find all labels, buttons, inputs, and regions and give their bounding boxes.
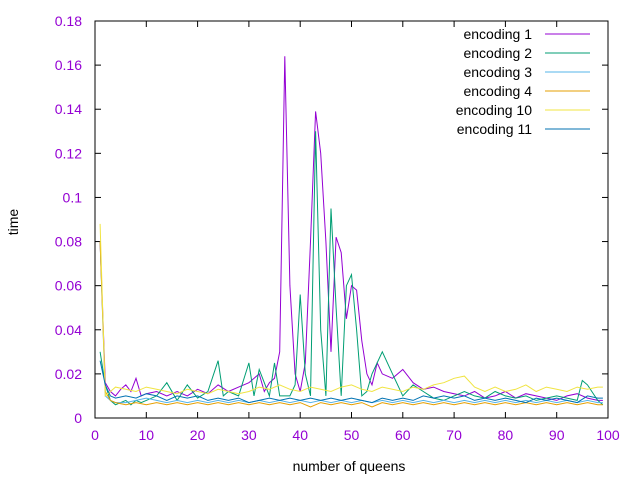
series-line-encoding-1 — [99, 56, 603, 401]
x-tick-label: 20 — [190, 427, 206, 443]
legend-entry-label: encoding 2 — [463, 45, 532, 61]
y-tick-label: 0 — [74, 410, 82, 426]
legend-entry-label: encoding 1 — [463, 26, 532, 42]
x-tick-label: 30 — [241, 427, 257, 443]
y-tick-label: 0.02 — [55, 366, 82, 382]
x-tick-label: 100 — [596, 427, 620, 443]
y-tick-label: 0.04 — [55, 322, 82, 338]
series-line-encoding-10 — [99, 223, 603, 397]
y-tick-label: 0.16 — [55, 57, 82, 73]
series-line-encoding-4 — [99, 241, 603, 408]
series-line-encoding-3 — [99, 241, 603, 404]
x-tick-label: 70 — [446, 427, 462, 443]
x-tick-label: 40 — [292, 427, 308, 443]
x-tick-label: 80 — [498, 427, 514, 443]
legend-entry-label: encoding 3 — [463, 64, 532, 80]
legend-entry-label: encoding 11 — [457, 121, 532, 137]
y-tick-label: 0.06 — [55, 278, 82, 294]
y-tick-label: 0.14 — [55, 101, 82, 117]
y-axis-label: time — [5, 209, 21, 236]
x-tick-label: 0 — [91, 427, 99, 443]
y-tick-label: 0.1 — [63, 189, 83, 205]
plot-border — [94, 20, 609, 419]
x-tick-label: 10 — [139, 427, 155, 443]
legend-entry-label: encoding 10 — [456, 102, 533, 118]
y-tick-label: 0.08 — [55, 234, 82, 250]
y-tick-label: 0.18 — [55, 13, 82, 29]
x-tick-label: 50 — [344, 427, 360, 443]
series-line-encoding-2 — [99, 131, 604, 406]
legend-entry-label: encoding 4 — [463, 83, 532, 99]
y-tick-label: 0.12 — [55, 145, 82, 161]
series-line-encoding-11 — [99, 360, 603, 404]
x-axis-label: number of queens — [293, 458, 406, 474]
x-tick-label: 60 — [395, 427, 411, 443]
x-tick-label: 90 — [549, 427, 565, 443]
